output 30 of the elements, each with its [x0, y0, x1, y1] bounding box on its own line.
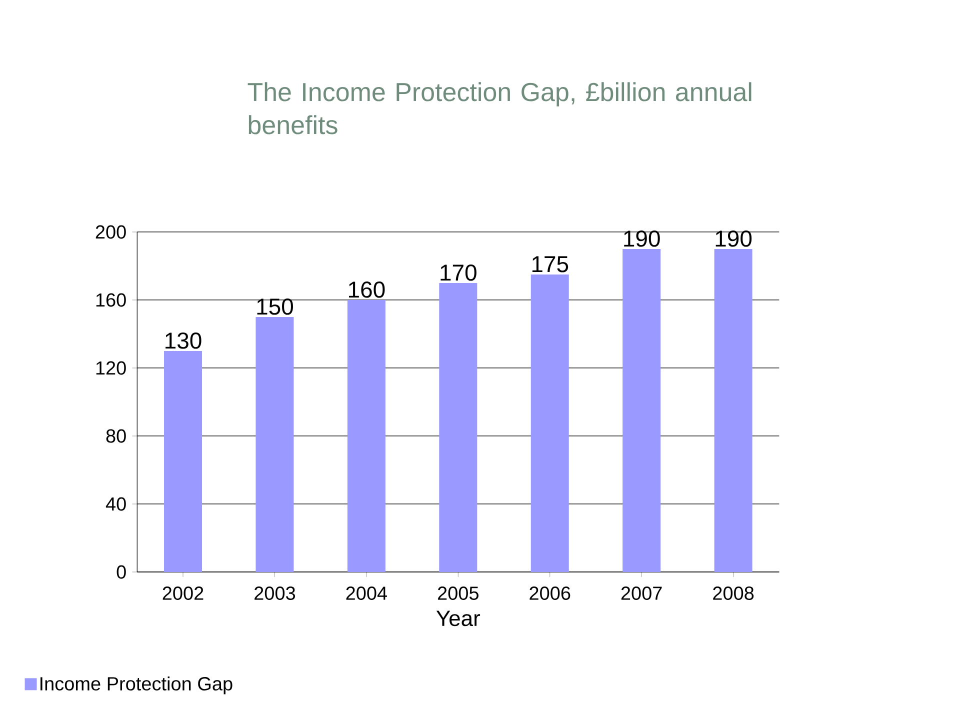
bar	[164, 350, 202, 572]
bar	[439, 282, 478, 572]
bar	[347, 300, 386, 572]
x-tick-label: 2002	[162, 586, 204, 600]
x-tick-label: 2007	[621, 586, 662, 600]
data-label: 130	[166, 332, 202, 349]
legend-label: Income Protection Gap	[40, 676, 232, 694]
data-label: 175	[532, 256, 568, 272]
x-tick-label: 2006	[530, 586, 570, 600]
data-label: 160	[349, 281, 385, 298]
bar	[530, 274, 569, 572]
y-tick-label: 120	[96, 361, 126, 375]
data-label: 190	[716, 230, 752, 247]
data-label: 170	[440, 264, 476, 281]
x-tick-label: 2003	[254, 586, 296, 600]
bar	[622, 248, 661, 572]
data-label: 150	[257, 298, 293, 315]
x-tick-label: 2008	[713, 586, 754, 600]
data-label: 190	[624, 230, 660, 247]
x-tick-label: 2005	[438, 586, 478, 600]
bar	[714, 248, 752, 572]
y-tick-label: 80	[106, 429, 126, 443]
y-tick-label: 40	[106, 497, 126, 511]
y-tick-label: 0	[116, 565, 126, 579]
x-axis-title: Year	[436, 610, 480, 626]
x-tick-label: 2004	[346, 586, 388, 600]
chart-title: The Income Protection Gap, £billion annual benefits	[248, 82, 752, 134]
bar	[256, 316, 294, 572]
y-tick-label: 160	[96, 293, 126, 307]
y-tick-label: 200	[96, 225, 126, 239]
